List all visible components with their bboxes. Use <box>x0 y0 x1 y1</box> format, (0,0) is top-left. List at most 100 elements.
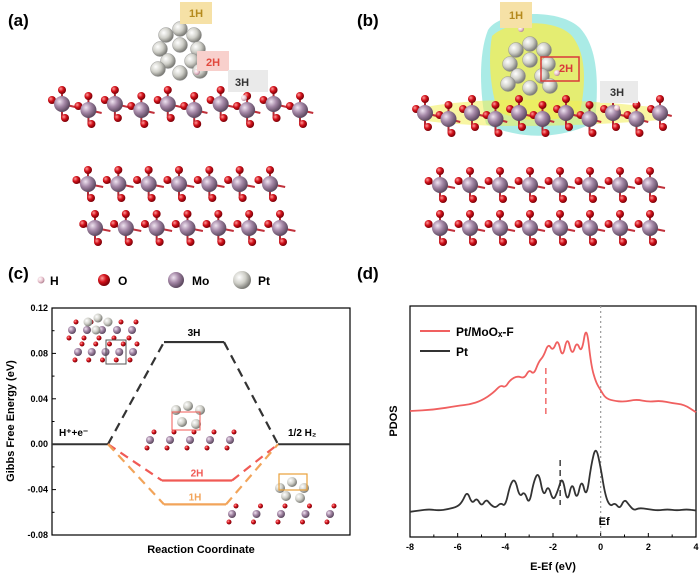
tag-3h-box-a <box>228 70 268 92</box>
slab-b-top-o-atom <box>494 129 503 137</box>
inset-3h-o-atom <box>113 357 119 363</box>
slab-b-top-o-atom <box>444 101 453 109</box>
chart-d-xlabel: E-Ef (eV) <box>530 561 576 573</box>
fermi-level-label: Ef <box>599 516 610 528</box>
inset-2h-o-atom <box>211 429 217 435</box>
slab-a-mid-o-atom <box>87 194 95 202</box>
level-label-2h: 2H <box>191 469 204 480</box>
slab-b-top-o-atom <box>424 123 432 131</box>
chart-d-xtick-label: -4 <box>501 542 509 552</box>
slab-a-top-o-atom <box>299 120 307 128</box>
slab-b-bottom-o-atom <box>634 220 643 228</box>
inset-1h-mo-atom <box>277 510 285 518</box>
slab-b-mid-mo-atom <box>462 177 478 193</box>
slab-b-top-o-atom <box>471 123 479 131</box>
atom-legend: H O Mo Pt <box>37 271 270 289</box>
slab-b-top-o-atom <box>585 101 594 109</box>
cluster-a-pt-atom <box>158 27 174 43</box>
chart-d-xtick-label: -2 <box>549 542 557 552</box>
slab-b-top-mo-atom <box>417 105 433 121</box>
inset-3h-pt-atom <box>91 325 101 335</box>
inset-3h-mo-atom <box>115 348 124 356</box>
slab-b-top-o-atom <box>491 101 500 109</box>
slab-a-bottom-o-atom <box>91 210 99 218</box>
slab-b-top-mo-atom <box>628 111 645 127</box>
inset-2h-o-atom <box>184 445 190 451</box>
slab-a-mid-mo-atom <box>231 176 248 192</box>
slab-b-mid-o-atom <box>574 177 583 185</box>
slab-b-mid-o-atom <box>424 177 433 185</box>
slab-a-mid-o-atom <box>205 166 214 174</box>
slab-a-top-o-atom <box>100 96 109 104</box>
slab-b-mid-o-atom <box>466 167 474 175</box>
slab-b-top-mo-atom <box>487 111 504 127</box>
slab-b-mid-o-atom <box>589 195 597 203</box>
slab-a-bottom-o-atom <box>152 210 161 218</box>
slab-a-bottom-mo-atom <box>241 220 258 236</box>
slab-a-top-o-atom <box>246 120 255 128</box>
chart-c-ytick-label: 0.04 <box>30 394 48 404</box>
inset-3h-o-atom <box>100 357 105 363</box>
inset-3h-mo-atom <box>129 348 137 356</box>
slab-a-mid-o-atom <box>133 176 142 184</box>
cluster-b-pt-atom <box>500 76 516 92</box>
inset-2h-mo-atom <box>186 436 194 444</box>
inset-2h-o-atom <box>231 429 237 435</box>
inset-2h-pt-atom <box>183 401 193 411</box>
slab-a-top-o-atom <box>285 102 294 110</box>
cluster-b-pt-atom <box>502 56 518 72</box>
slab-b-top-o-atom <box>659 123 667 131</box>
slab-b-mid-o-atom <box>544 177 553 185</box>
slab-b-top-o-atom <box>421 95 429 103</box>
inset-3h-mo-atom <box>128 326 136 334</box>
tag-1h-a: 1H <box>189 8 203 20</box>
slab-b-bottom-o-atom <box>469 238 477 246</box>
slab-a-top-mo-atom <box>80 102 97 118</box>
legend-swatch-h <box>37 276 45 284</box>
slab-b-bottom-mo-atom <box>582 220 598 236</box>
inset-1h-o-atom <box>226 519 232 525</box>
inset-2h-mo-atom <box>166 436 174 444</box>
slab-a-bottom-o-atom <box>186 238 195 246</box>
pdos-curve-pt <box>409 449 697 513</box>
slab-a-bottom-o-atom <box>233 220 242 228</box>
inset-1h-mo-atom <box>301 510 310 518</box>
slab-b-bottom-o-atom <box>604 220 613 228</box>
slab-a-top-mo-atom <box>54 96 70 112</box>
slab-a-bottom-o-atom <box>183 210 192 218</box>
inset-2h-mo-atom <box>146 436 154 444</box>
slab-a-top-mo-atom <box>212 96 229 112</box>
slab-a-top-o-atom <box>259 96 268 104</box>
slab-a-mid-o-atom <box>208 194 217 202</box>
slab-a-bottom-o-atom <box>245 210 254 218</box>
tag-3h-b: 3H <box>610 87 624 99</box>
tag-2h-b: 2H <box>559 63 573 75</box>
inset-1h-o-atom <box>307 503 312 509</box>
slab-b-top-o-atom <box>635 129 644 137</box>
slab-a-mid-o-atom <box>163 176 172 184</box>
chart-c-ytick-label: -0.04 <box>27 485 48 495</box>
slab-b-top-o-atom <box>468 95 476 103</box>
inset-3h-o-atom <box>81 335 87 341</box>
slab-a-top-mo-atom <box>159 96 176 112</box>
slab-b-top-o-atom <box>515 95 523 103</box>
slab-b-bottom-o-atom <box>499 238 507 246</box>
slab-a-mid-o-atom <box>178 194 186 202</box>
inset-3h-o-atom <box>86 357 92 363</box>
slab-b-bottom-o-atom <box>529 238 537 246</box>
slab-b-top-mo-atom <box>581 111 598 127</box>
inset-3h-mo-atom <box>68 326 76 334</box>
slab-a-top-o-atom <box>216 86 225 94</box>
slab-a-mid-mo-atom <box>201 176 218 192</box>
cluster-b-pt-atom <box>522 52 538 68</box>
cluster-b-pt-atom <box>522 80 538 96</box>
slab-a-bottom-mo-atom <box>272 220 288 236</box>
slab-b-bottom-o-atom <box>466 210 474 218</box>
slab-b-top-mo-atom <box>652 105 668 121</box>
slab-b-mid-o-atom <box>634 177 643 185</box>
slab-b-mid-o-atom <box>559 195 567 203</box>
cluster-a-pt-atom <box>150 61 166 77</box>
slab-b-bottom-o-atom <box>496 210 504 218</box>
slab-b-mid-mo-atom <box>552 177 568 193</box>
cluster-b-pt-atom <box>508 42 524 58</box>
